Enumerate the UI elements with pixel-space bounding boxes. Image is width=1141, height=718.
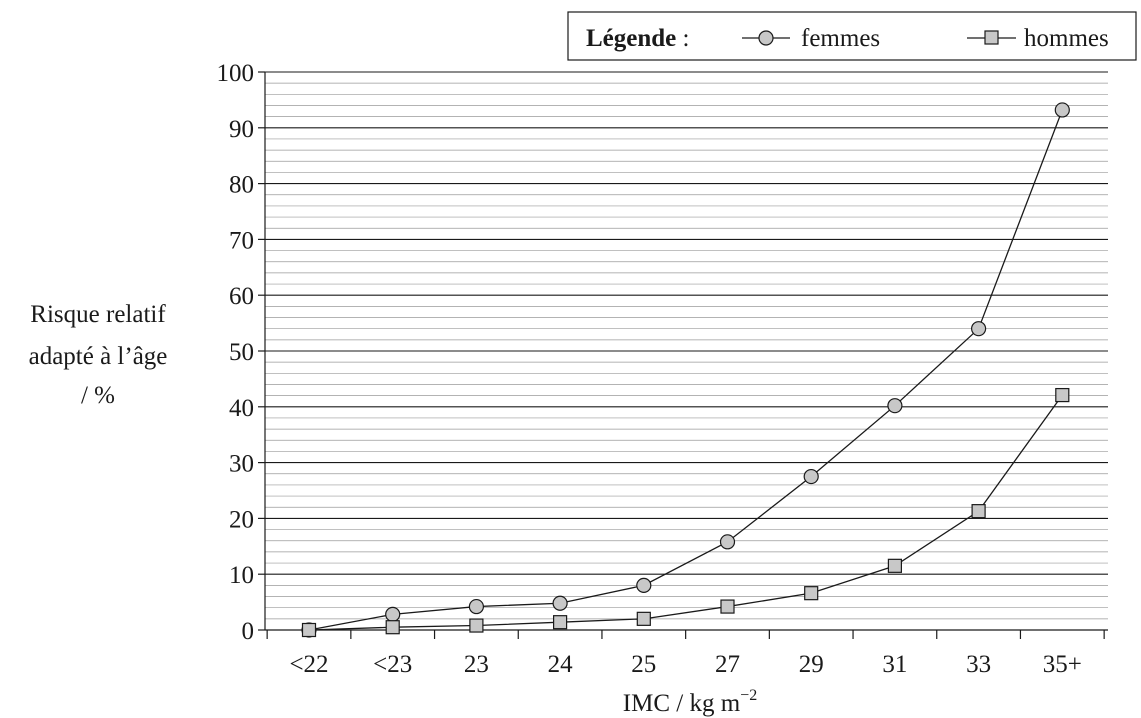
x-tick-label: <23	[373, 651, 412, 678]
x-tick-label: 27	[715, 651, 740, 678]
y-axis-title-line-1: Risque relatif	[30, 301, 166, 328]
x-axis-title-main: IMC / kg m	[623, 690, 741, 717]
y-tick-label: 50	[229, 339, 254, 366]
y-tick-label: 40	[229, 395, 254, 422]
x-tick-label: 29	[799, 651, 824, 678]
data-point-hommes	[887, 558, 903, 573]
y-tick-label: 30	[229, 451, 254, 478]
y-axis-title: Risque relatif adapté à l’âge / %	[29, 301, 168, 409]
series-hommes	[301, 387, 1070, 638]
data-point-hommes	[804, 586, 819, 601]
data-point-femmes	[719, 534, 736, 550]
x-axis-title-exponent: −2	[740, 687, 757, 704]
series-line-hommes	[308, 394, 1063, 631]
data-point-femmes	[887, 398, 903, 414]
data-point-femmes	[970, 321, 987, 337]
grid	[265, 71, 1108, 620]
y-axis-title-line-3: / %	[81, 382, 115, 409]
y-tick-label: 100	[217, 60, 255, 87]
data-point-hommes	[385, 620, 400, 635]
y-tick-label: 80	[229, 172, 254, 199]
legend-femmes-marker	[758, 30, 774, 46]
data-point-hommes	[720, 599, 735, 614]
data-point-femmes	[552, 595, 568, 611]
series-femmes	[301, 102, 1070, 638]
data-point-femmes	[636, 577, 652, 593]
y-tick-label: 20	[229, 506, 254, 533]
data-point-hommes	[636, 611, 651, 626]
y-tick-labels: 0 10 20 30 40 50 60 70 80 90 100	[217, 60, 265, 645]
legend-title: Légende	[586, 25, 676, 52]
legend: Légende : femmes hommes	[567, 11, 1137, 61]
x-tick-label: 25	[631, 651, 656, 678]
x-tick-label: 24	[548, 651, 574, 678]
legend-hommes-marker	[984, 30, 999, 45]
legend-femmes-label: femmes	[801, 25, 880, 52]
x-tick-label: <22	[289, 651, 328, 678]
data-point-hommes	[971, 504, 986, 519]
y-tick-label: 90	[229, 116, 254, 143]
legend-separator: :	[676, 25, 689, 52]
legend-hommes-label: hommes	[1024, 25, 1109, 52]
data-point-hommes	[301, 622, 317, 638]
series	[301, 102, 1070, 638]
y-tick-label: 60	[229, 283, 254, 310]
data-point-femmes	[1054, 102, 1070, 118]
y-tick-label: 0	[242, 618, 255, 645]
data-point-femmes	[385, 606, 401, 622]
data-point-femmes	[468, 598, 484, 615]
legend-box	[567, 11, 1137, 61]
y-axis-title-line-2: adapté à l’âge	[29, 343, 168, 370]
x-tick-label: 33	[966, 651, 991, 678]
data-point-hommes	[552, 615, 568, 630]
x-tick-label: 23	[464, 651, 489, 678]
data-point-hommes	[469, 618, 484, 633]
y-tick-label: 70	[229, 227, 254, 254]
data-point-femmes	[803, 468, 819, 485]
svg-text:Légende :: Légende :	[586, 25, 689, 52]
svg-text:IMC / kg m−2: IMC / kg m−2	[623, 687, 757, 717]
series-line-femmes	[308, 109, 1063, 631]
y-tick-label: 10	[229, 562, 254, 589]
x-tick-labels: <22 <23 23 24 25 27 29 31 33 35+	[266, 630, 1105, 678]
x-axis-title: IMC / kg m−2	[623, 687, 757, 717]
data-point-hommes	[1055, 387, 1070, 403]
x-tick-label: 31	[882, 651, 907, 678]
x-tick-label: 35+	[1043, 651, 1082, 678]
